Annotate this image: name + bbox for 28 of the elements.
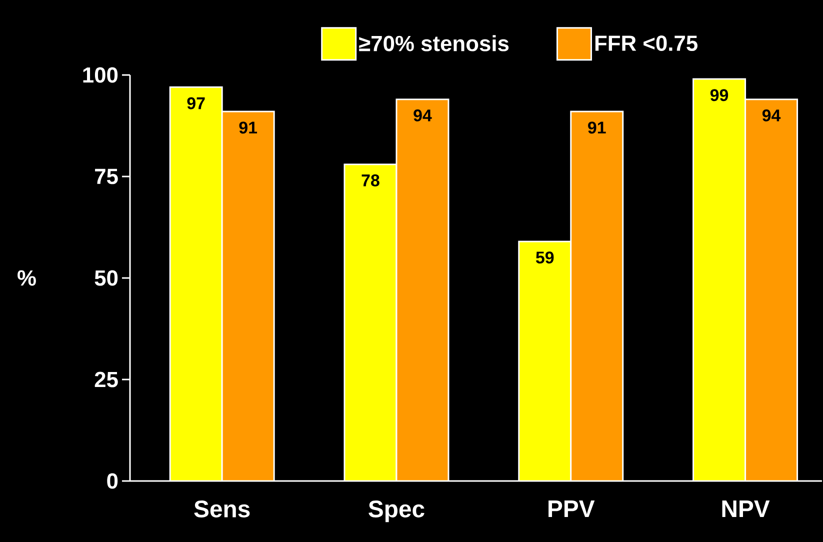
x-tick-label: Sens bbox=[194, 500, 250, 518]
bar bbox=[344, 164, 396, 481]
bar bbox=[692, 78, 746, 481]
bar bbox=[570, 112, 623, 481]
y-tick-label: 50 bbox=[94, 270, 118, 286]
data-label: 91 bbox=[588, 122, 606, 134]
data-label: 91 bbox=[239, 122, 258, 134]
data-label: 59 bbox=[536, 252, 554, 264]
y-tick-label: 0 bbox=[107, 473, 118, 489]
y-axis-title: % bbox=[18, 270, 36, 286]
data-label: 97 bbox=[187, 97, 205, 110]
bar bbox=[222, 112, 274, 481]
bar bbox=[518, 241, 571, 481]
x-tick-label: PPV bbox=[548, 500, 595, 517]
data-label: 94 bbox=[414, 109, 432, 122]
x-tick-label: NPV bbox=[722, 500, 770, 517]
bar bbox=[170, 87, 222, 481]
data-label: 99 bbox=[710, 89, 728, 102]
data-label: 94 bbox=[762, 109, 781, 122]
y-tick-label: 100 bbox=[83, 67, 118, 83]
bar bbox=[396, 99, 448, 481]
bar bbox=[744, 98, 798, 481]
legend-label: ≥70% stenosis bbox=[359, 35, 509, 52]
legend-label: FFR <0.75 bbox=[595, 35, 698, 51]
y-tick-label: 75 bbox=[95, 168, 118, 184]
data-label: 78 bbox=[362, 174, 380, 186]
x-tick-label: Spec bbox=[368, 500, 424, 522]
y-tick-label: 25 bbox=[94, 372, 118, 388]
